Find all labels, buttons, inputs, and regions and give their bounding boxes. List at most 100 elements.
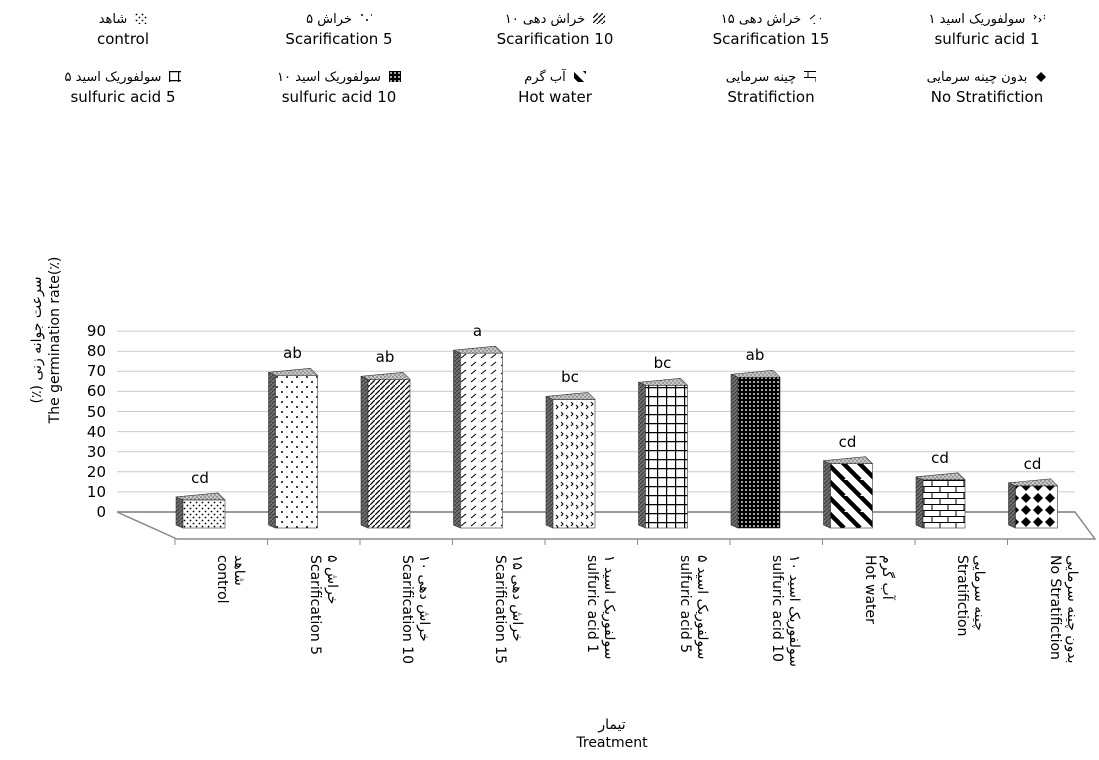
legend-item: خراش دهی ۱۵ Scarification 15 [662, 12, 880, 49]
bar-side-face [175, 496, 184, 529]
bar-top-face [453, 345, 504, 354]
y-tick-label: 0 [96, 503, 106, 521]
bar-side-face [915, 476, 924, 529]
category-label: شاهد control [214, 555, 247, 604]
significance-label: cd [931, 448, 949, 467]
legend-label-en: sulfuric acid 5 [70, 88, 176, 106]
bar-top-face [638, 378, 689, 386]
bar-side-face [638, 381, 646, 529]
bar-top-face [823, 456, 874, 465]
bar-front-face [1015, 485, 1058, 529]
bar-8 [823, 456, 874, 529]
bar-9 [915, 472, 966, 529]
bar-side-face [453, 349, 461, 529]
y-tick-label: 80 [86, 342, 106, 361]
legend-item: خراش دهی ۱۰ Scarification 10 [446, 12, 664, 49]
legend-item: چینه سرمایی Stratifiction [662, 70, 880, 107]
significance-label: cd [838, 432, 857, 451]
bar-side-face [730, 373, 739, 529]
legend-label-fa: سولفوریک اسید ۵ [64, 70, 162, 85]
y-tick-label: 50 [86, 402, 106, 421]
bar-side-face [268, 371, 276, 529]
bar-top-face [545, 392, 596, 400]
bar-side-face [545, 395, 554, 529]
legend-label-fa: چینه سرمایی [725, 70, 797, 85]
bar-2 [268, 367, 319, 529]
legend-label-en: sulfuric acid 1 [934, 30, 1040, 48]
significance-label: ab [375, 348, 395, 367]
legend-label-en: Scarification 5 [285, 30, 393, 48]
legend-item: سولفوریک اسید ۵ sulfuric acid 5 [14, 70, 232, 107]
legend-swatch [593, 13, 606, 24]
legend-item: سولفوریک اسید ۱۰ sulfuric acid 10 [230, 70, 448, 107]
significance-label: bc [653, 354, 672, 373]
legend-label-en: sulfuric acid 10 [281, 88, 397, 106]
legend-swatch [809, 13, 822, 24]
y-tick-label: 60 [86, 382, 106, 401]
significance-label: ab [283, 344, 302, 363]
category-label: خراش ۵ Scarification 5 [306, 555, 340, 656]
category-label: بدون چینه سرمایی No Stratifiction [1046, 555, 1080, 664]
y-tick-label: 90 [86, 322, 106, 341]
legend-label-fa: سولفوریک اسید ۱ [928, 12, 1026, 27]
significance-label: bc [561, 368, 579, 387]
bar-3 [360, 371, 411, 529]
legend-label-fa: بدون چینه سرمایی [926, 70, 1028, 85]
bar-top-face [360, 371, 411, 380]
bar-top-face [175, 492, 226, 501]
legend-item: بدون چینه سرمایی No Stratifiction [878, 70, 1096, 107]
legend-swatch [1035, 71, 1048, 82]
legend-item: آب گرم Hot water [446, 70, 664, 107]
legend-swatch [388, 71, 401, 82]
legend-item: خراش ۵ Scarification 5 [230, 12, 448, 49]
bar-side-face [1008, 482, 1016, 529]
significance-label: cd [1023, 454, 1042, 473]
legend-label-fa: سولفوریک اسید ۱۰ [277, 70, 381, 85]
bar-front-face [645, 385, 688, 529]
legend-label-fa: خراش دهی ۱۵ [720, 12, 802, 27]
legend-label-en: Scarification 10 [496, 30, 614, 48]
category-label: سولفوریک اسید ۱۰ sulfuric acid 10 [769, 555, 802, 667]
bar-5 [545, 392, 596, 529]
significance-label: ab [745, 346, 765, 365]
bar-front-face [460, 352, 503, 529]
bar-front-face [552, 399, 596, 529]
bar-1 [175, 492, 226, 529]
bar-front-face [275, 374, 318, 529]
bar-side-face [360, 375, 369, 529]
significance-label: a [472, 322, 483, 341]
category-label: خراش دهی ۱۵ Scarification 15 [491, 555, 525, 664]
y-tick-label: 30 [86, 442, 106, 461]
category-label: چینه سرمایی Stratifiction [954, 555, 987, 637]
legend-item: سولفوریک اسید ۱ sulfuric acid 1 [878, 12, 1096, 49]
y-tick-label: 20 [86, 462, 106, 481]
legend-label-fa: شاهد [98, 12, 128, 27]
category-label: سولفوریک اسید ۵ sulfuric acid 5 [676, 555, 710, 660]
bar-top-face [915, 472, 966, 481]
legend-label-fa: خراش ۵ [306, 12, 352, 27]
legend-swatch [135, 13, 148, 24]
legend-swatch [804, 71, 817, 82]
bar-7 [730, 369, 781, 529]
bar-top-face [730, 369, 781, 378]
category-label: سولفوریک اسید ۱ sulfuric acid 1 [584, 555, 617, 660]
legend-label-fa: آب گرم [524, 70, 566, 85]
legend-label-fa: خراش دهی ۱۰ [504, 12, 586, 27]
legend-label-en: Hot water [518, 88, 592, 106]
significance-label: cd [191, 468, 209, 487]
bar-10 [1008, 478, 1059, 529]
category-label: خراش دهی ۱۰ Scarification 10 [399, 555, 432, 664]
bar-6 [638, 378, 689, 529]
category-label: آب گرم Hot water [861, 555, 895, 624]
y-tick-label: 10 [86, 482, 106, 501]
bar-front-face [830, 463, 873, 529]
bar-top-face [268, 367, 319, 376]
bar-side-face [823, 460, 831, 529]
bar-top-face [1008, 478, 1059, 487]
bar-front-face [367, 378, 411, 529]
y-tick-label: 40 [86, 422, 106, 441]
legend-label-en: Scarification 15 [712, 30, 830, 48]
legend-item: شاهد control [14, 12, 232, 49]
y-tick-label: 70 [86, 362, 106, 381]
